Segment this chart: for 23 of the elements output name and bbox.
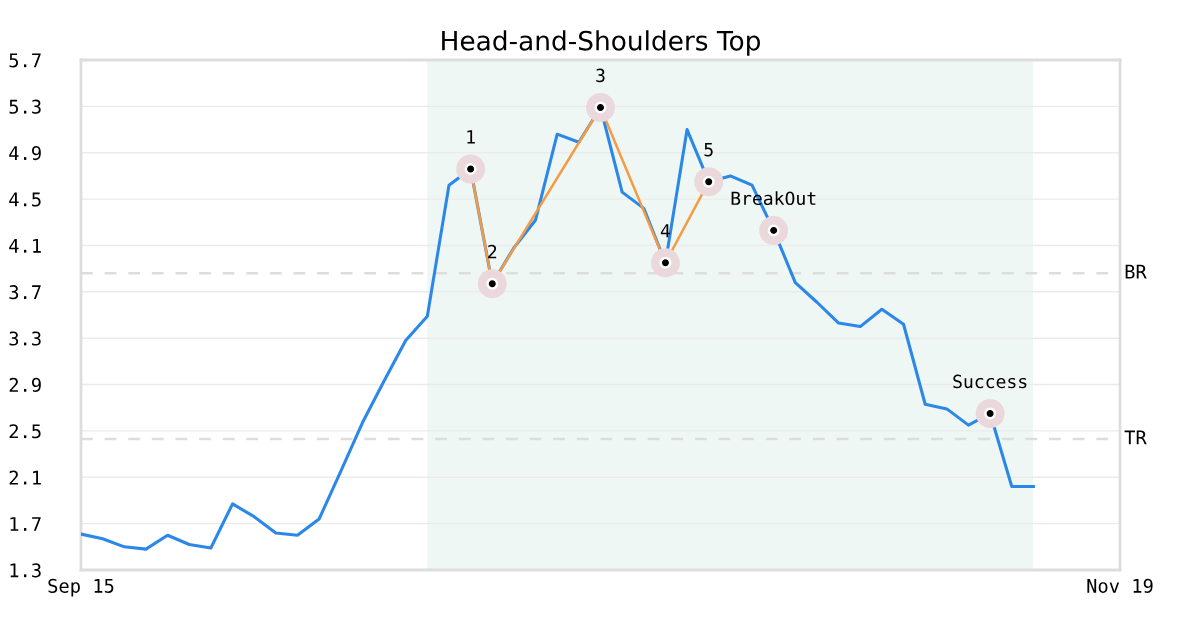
y-tick-label: 2.5 (9, 424, 41, 439)
ref-line-label: BR (1125, 264, 1147, 279)
y-tick-label: 5.7 (9, 53, 41, 68)
x-tick-label: Nov 19 (1087, 578, 1153, 593)
x-tick-label: Sep 15 (48, 578, 114, 597)
annotation: 5 (704, 143, 713, 157)
annotation: Success (953, 374, 1027, 389)
y-tick-label: 5.3 (9, 99, 41, 114)
y-tick-label: 2.9 (9, 377, 41, 392)
y-tick-label: 1.7 (10, 517, 41, 531)
ref-line-label: TR (1124, 430, 1147, 445)
y-tick-label: 4.1 (9, 238, 41, 253)
y-tick-label: 4.9 (9, 145, 41, 161)
annotation: 1 (467, 130, 475, 144)
y-tick-label: 3.7 (9, 285, 41, 300)
annotation: 2 (488, 244, 497, 259)
chart-title: Head-and-Shoulders Top (442, 30, 760, 56)
y-tick-label: 4.5 (9, 192, 41, 207)
annotation: 4 (660, 224, 671, 238)
y-tick-label: 3.3 (9, 331, 41, 346)
y-tick-label: 2.1 (9, 470, 41, 485)
y-tick-label: 1.3 (10, 563, 41, 578)
annotation: 3 (596, 68, 605, 83)
